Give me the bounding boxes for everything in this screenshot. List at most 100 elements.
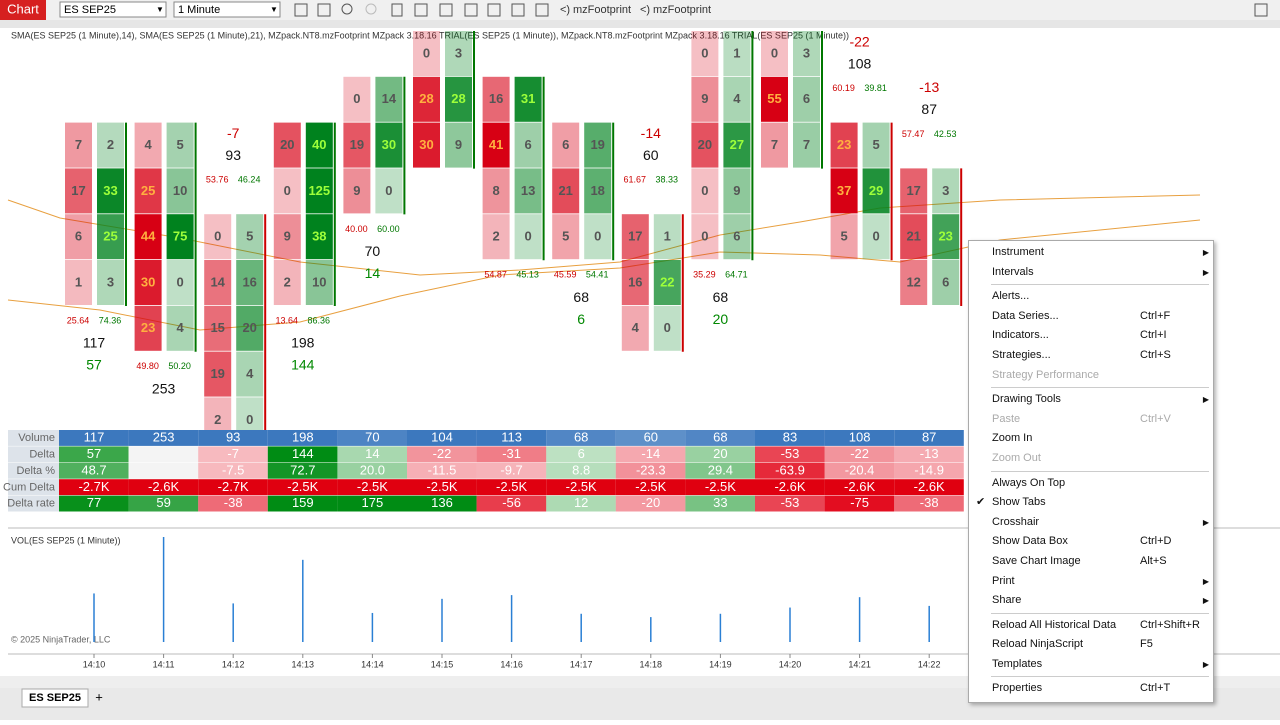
- icon[interactable]: [439, 3, 453, 17]
- instrument-select[interactable]: [59, 1, 167, 18]
- ask-cell: [723, 168, 751, 214]
- menu-item[interactable]: Crosshair ▶: [969, 513, 1213, 533]
- bar-volume: 108: [848, 55, 872, 71]
- icon[interactable]: [294, 3, 308, 17]
- ask-cell: [723, 122, 751, 168]
- bid-cell: [343, 168, 371, 214]
- menu-item[interactable]: Intervals ▶: [969, 263, 1213, 283]
- interval-select[interactable]: [173, 1, 281, 18]
- tab-label[interactable]: ES SEP25: [29, 692, 81, 704]
- toolbar-icons: [294, 3, 549, 17]
- cell-value: 38: [312, 229, 326, 244]
- ask-cell: [862, 214, 890, 260]
- table-cell: [198, 462, 268, 479]
- indicator-button-label[interactable]: mzFootprint: [573, 4, 631, 16]
- submenu-arrow: ▶: [1202, 576, 1209, 586]
- icon[interactable]: [464, 3, 478, 17]
- bid-cell: [273, 260, 301, 305]
- menu-item[interactable]: Templates ▶: [969, 655, 1213, 675]
- menu-item[interactable]: Alerts...: [969, 287, 1213, 307]
- icon[interactable]: [391, 3, 403, 17]
- icon[interactable]: [317, 3, 331, 17]
- menu-label: Show Tabs: [992, 496, 1046, 509]
- x-tick-label: 14:20: [779, 659, 802, 669]
- table-cell: [198, 430, 268, 446]
- bar-ratio: 13.64: [276, 315, 299, 325]
- icon[interactable]: [414, 3, 428, 17]
- menu-item[interactable]: Reload All Historical Data Ctrl+Shift+R: [969, 616, 1213, 636]
- cell-value: 19: [210, 366, 224, 381]
- cell-value: 31: [521, 91, 535, 106]
- bid-cell: [482, 76, 510, 122]
- bid-cell: [621, 214, 649, 260]
- cell-value: 4: [246, 366, 254, 381]
- cell-value: 37: [837, 183, 851, 198]
- add-tab[interactable]: +: [95, 689, 103, 704]
- table-value: -75: [850, 495, 869, 510]
- ask-cell: [305, 260, 333, 305]
- table-cell: [546, 446, 616, 463]
- menu-label: Properties: [992, 682, 1043, 695]
- table-cell: [755, 479, 825, 496]
- cell-value: 0: [701, 183, 708, 198]
- table-cell: [476, 462, 547, 479]
- table-value: 83: [783, 430, 797, 445]
- menu-item[interactable]: Show Data Box Ctrl+D: [969, 532, 1213, 552]
- menu-item[interactable]: Indicators... Ctrl+I: [969, 326, 1213, 346]
- menu-label: Drawing Tools: [992, 393, 1061, 406]
- icon[interactable]: [535, 3, 549, 17]
- cell-value: 0: [385, 183, 392, 198]
- ask-cell: [932, 168, 960, 214]
- menu-item[interactable]: Print ▶: [969, 572, 1213, 592]
- x-tick-label: 14:14: [361, 659, 384, 669]
- table-cell: [755, 430, 825, 446]
- cell-value: 6: [75, 229, 82, 244]
- indicator-label: SMA(ES SEP25 (1 Minute),14), SMA(ES SEP2…: [11, 30, 849, 40]
- menu-label: Data Series...: [992, 309, 1059, 322]
- menu-item[interactable]: Properties Ctrl+T: [969, 679, 1213, 699]
- scrollbar[interactable]: [0, 676, 1280, 688]
- table-value: 33: [713, 495, 727, 510]
- copyright: © 2025 NinjaTrader, LLC: [11, 634, 111, 644]
- menu-label: Paste: [992, 412, 1021, 425]
- menu-label: Zoom In: [992, 432, 1033, 445]
- menu-item[interactable]: Share ▶: [969, 591, 1213, 611]
- cell-value: 3: [942, 183, 949, 198]
- indicator-button-label[interactable]: mzFootprint: [653, 4, 711, 16]
- menu-item[interactable]: Zoom In: [969, 429, 1213, 449]
- table-cell: [337, 430, 407, 446]
- menu-item[interactable]: Reload NinjaScript F5: [969, 635, 1213, 655]
- cell-value: 22: [660, 274, 674, 289]
- bid-cell: [552, 122, 580, 168]
- menu-item[interactable]: Save Chart Image Alt+S: [969, 552, 1213, 572]
- icon[interactable]: [341, 3, 353, 15]
- bar-delta: 144: [291, 357, 315, 373]
- menu-item[interactable]: Drawing Tools ▶: [969, 390, 1213, 410]
- indicator-button[interactable]: <): [560, 4, 570, 16]
- indicator-button[interactable]: <): [640, 4, 650, 16]
- menu-item[interactable]: Always On Top: [969, 474, 1213, 494]
- menu-item[interactable]: Data Series... Ctrl+F: [969, 307, 1213, 327]
- menu-label: Show Data Box: [992, 535, 1068, 548]
- x-tick-label: 14:19: [709, 659, 732, 669]
- table-value: 144: [292, 446, 314, 461]
- menu-item[interactable]: Instrument ▶: [969, 243, 1213, 263]
- ask-cell: [97, 214, 124, 260]
- cell-value: 2: [214, 412, 221, 427]
- window-button[interactable]: [1254, 3, 1268, 17]
- menu-item[interactable]: Show Tabs ✔: [969, 493, 1213, 513]
- bar-delta: -13: [919, 79, 939, 95]
- bar-ratio: 57.47: [902, 129, 925, 139]
- icon[interactable]: [487, 3, 501, 17]
- bar-volume: 198: [291, 335, 315, 351]
- tab[interactable]: [21, 688, 89, 708]
- table-value: -2.5K: [426, 479, 457, 494]
- icon[interactable]: [511, 3, 525, 17]
- bid-cell: [204, 305, 232, 351]
- menu-item[interactable]: Strategies... Ctrl+S: [969, 346, 1213, 366]
- cell-value: 7: [803, 137, 810, 152]
- bid-cell: [691, 31, 719, 76]
- toolbar: [0, 0, 1280, 20]
- icon[interactable]: [365, 3, 377, 15]
- cell-value: 0: [872, 229, 879, 244]
